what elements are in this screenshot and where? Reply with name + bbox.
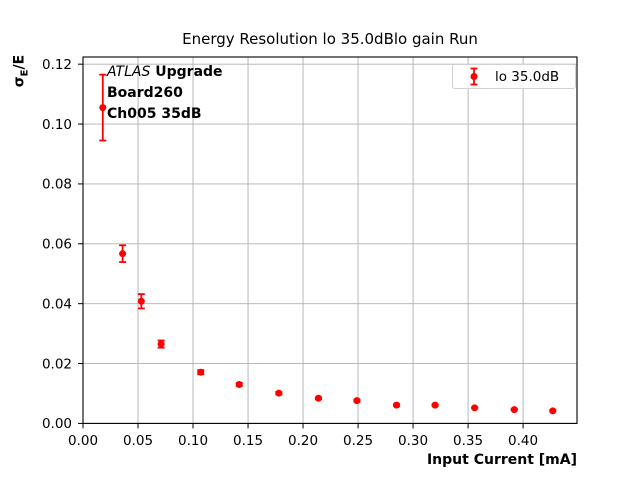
annotation-upgrade: Upgrade — [150, 64, 223, 80]
y-tick-label: 0.02 — [42, 356, 72, 372]
x-tick-label: 0.20 — [288, 433, 318, 449]
sigma-subscript: E — [19, 69, 31, 77]
legend: lo 35.0dB — [452, 64, 576, 89]
annotation-line-1: ATLAS Upgrade — [107, 62, 223, 83]
annotation-block: ATLAS Upgrade Board260 Ch005 35dB — [107, 62, 223, 125]
x-tick-label: 0.00 — [68, 433, 98, 449]
data-point — [119, 250, 127, 258]
data-point — [353, 397, 361, 405]
x-tick-label: 0.40 — [508, 433, 538, 449]
y-tick-label: 0.10 — [42, 117, 72, 133]
y-tick-label: 0.08 — [42, 177, 72, 193]
data-point — [157, 340, 165, 348]
annotation-line-3: Ch005 35dB — [107, 106, 202, 122]
data-point — [549, 407, 557, 415]
x-tick-label: 0.35 — [453, 433, 483, 449]
x-tick-label: 0.15 — [233, 433, 263, 449]
x-tick-label: 0.25 — [343, 433, 373, 449]
y-tick-label: 0.06 — [42, 237, 72, 253]
annotation-line-2: Board260 — [107, 85, 183, 101]
data-point — [275, 389, 283, 397]
data-point — [471, 404, 479, 412]
experiment-name: ATLAS — [107, 64, 151, 80]
y-tick-label: 0.12 — [42, 57, 72, 73]
sigma-symbol: σ — [11, 76, 28, 88]
data-point — [99, 104, 107, 112]
data-point — [510, 406, 518, 414]
x-tick-label: 0.10 — [178, 433, 208, 449]
legend-label: lo 35.0dB — [495, 68, 560, 85]
x-tick-label: 0.30 — [398, 433, 428, 449]
data-point — [314, 394, 322, 402]
plot-border — [82, 56, 578, 424]
data-point — [197, 368, 205, 376]
y-tick-label: 0.00 — [42, 416, 72, 432]
data-point — [235, 380, 243, 388]
data-point — [431, 401, 439, 409]
x-axis-label: Input Current [mA] — [426, 452, 577, 468]
y-tick-label: 0.04 — [42, 296, 72, 312]
data-point — [137, 297, 145, 305]
y-axis-label-text: σE/E — [12, 55, 31, 87]
errorbar-marker-icon — [470, 67, 478, 86]
x-tick-label: 0.05 — [123, 433, 153, 449]
y-axis-label-rest: /E — [11, 54, 28, 70]
data-point — [393, 401, 401, 409]
chart-title: Energy Resolution lo 35.0dBlo gain Run — [182, 30, 478, 48]
legend-marker-dot — [470, 73, 478, 80]
